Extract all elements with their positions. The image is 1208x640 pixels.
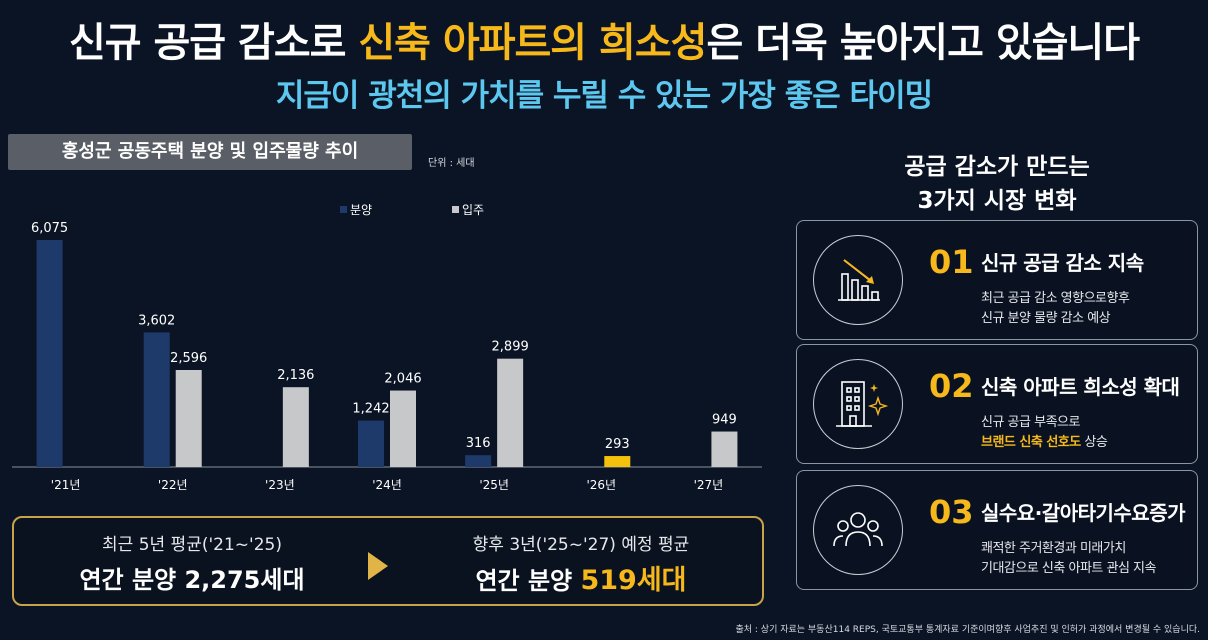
summary-right-sub: 향후 3년('25~'27) 예정 평균 [472, 535, 690, 555]
card-demand-increase: 03 실수요·갈아타기수요증가 쾌적한 주거환경과 미래가치 기대감으로 신축 … [796, 470, 1198, 590]
bar-분양-1 [143, 332, 170, 467]
card2-desc-highlight: 브랜드 신축 선호도 [981, 435, 1081, 450]
bar-분양-3 [358, 420, 384, 467]
card1-desc-line2: 신규 분양 물량 감소 예상 [981, 311, 1111, 326]
unit-label: 단위 : 세대 [428, 158, 475, 169]
bar-chart: 분양 입주 6,075 '21년 3,602 2,596 '22년 2,136 '23년 1,24… [12, 203, 762, 492]
card1-title: 신규 공급 감소 지속 [981, 251, 1144, 275]
headline-part1: 신규 공급 감소로 [68, 20, 359, 66]
card2-number: 02 [929, 367, 974, 405]
headline-highlight: 신축 아파트의 희소성 [358, 20, 707, 66]
value-label-분양-3: 1,242 [352, 402, 389, 417]
bar-분양-0 [36, 240, 63, 467]
x-tick-label-0: '21년 [51, 478, 81, 492]
legend-swatch-2 [452, 206, 459, 213]
card3-icon-circle [813, 485, 903, 575]
headline-part2: 은 더욱 높아지고 있습니다 [706, 20, 1140, 66]
value-label-입주-6: 949 [712, 413, 737, 428]
subheadline: 지금이 광천의 가치를 누릴 수 있는 가장 좋은 타이밍 [275, 78, 933, 114]
card3-title: 실수요·갈아타기수요증가 [981, 501, 1186, 525]
summary-box: 최근 5년 평균('21~'25) 연간 분양 2,275세대 향후 3년('2… [12, 516, 764, 606]
x-tick-label-3: '24년 [372, 478, 402, 492]
card1-desc: 최근 공급 감소 영향으로향후 신규 분양 물량 감소 예상 [981, 289, 1130, 329]
right-panel-title: 공급 감소가 만드는 3가지 시장 변화 [792, 150, 1202, 218]
card2-desc-rest: 상승 [1080, 435, 1108, 450]
bar-입주-2 [282, 387, 309, 467]
chart-title: 홍성군 공동주택 분양 및 입주물량 추이 [8, 134, 412, 170]
legend-label-1: 분양 [350, 203, 372, 217]
card1-desc-line1: 최근 공급 감소 영향으로향후 [981, 291, 1130, 306]
card2-desc-line1: 신규 공급 부족으로 [981, 415, 1080, 430]
card-scarcity: 02 신축 아파트 희소성 확대 신규 공급 부족으로 브랜드 신축 선호도 상… [796, 344, 1198, 464]
bar-입주-5 [604, 456, 631, 467]
summary-right-main: 연간 분양 519세대 [400, 558, 762, 597]
x-tick-label-2: '23년 [265, 478, 295, 492]
x-tick-label-4: '25년 [479, 478, 509, 492]
value-label-분양-1: 3,602 [138, 313, 175, 328]
card3-desc-line1: 쾌적한 주거환경과 미래가치 [981, 541, 1126, 556]
card2-title: 신축 아파트 희소성 확대 [981, 375, 1180, 399]
bar-chart-down-icon [838, 259, 880, 301]
source-note: 출처 : 상기 자료는 부동산114 REPS, 국토교통부 통계자료 기준이며… [735, 625, 1200, 635]
value-label-입주-5: 293 [605, 437, 630, 452]
bar-분양-4 [465, 455, 492, 467]
value-label-분양-0: 6,075 [31, 221, 68, 236]
right-title-line2: 3가지 시장 변화 [917, 188, 1077, 214]
bar-입주-6 [711, 431, 738, 467]
card2-desc-line2: 브랜드 신축 선호도 상승 [981, 433, 1108, 453]
value-label-입주-3: 2,046 [384, 372, 421, 387]
bar-입주-4 [497, 358, 524, 467]
bar-입주-3 [390, 390, 416, 467]
card3-number: 03 [929, 493, 974, 531]
arrow-right-icon [368, 552, 388, 580]
people-group-icon [833, 512, 883, 547]
summary-left-sub: 최근 5년 평균('21~'25) [102, 535, 282, 555]
x-tick-label-1: '22년 [158, 478, 188, 492]
summary-right-value: 519세대 [580, 565, 687, 596]
bar-입주-1 [175, 369, 202, 467]
value-label-입주-1: 2,596 [170, 351, 207, 366]
card2-desc: 신규 공급 부족으로 브랜드 신축 선호도 상승 [981, 413, 1108, 453]
card2-icon-circle [813, 359, 903, 449]
summary-left-main: 연간 분양 2,275세대 [79, 566, 305, 594]
value-label-분양-4: 316 [466, 436, 491, 451]
card1-icon-circle [813, 235, 903, 325]
x-tick-label-6: '27년 [694, 478, 724, 492]
building-sparkle-icon [836, 381, 889, 427]
card3-desc-line2: 기대감으로 신축 아파트 관심 지속 [981, 561, 1156, 576]
card-supply-decrease: 01 신규 공급 감소 지속 최근 공급 감소 영향으로향후 신규 분양 물량 … [796, 220, 1198, 340]
value-label-입주-4: 2,899 [492, 340, 529, 355]
card1-number: 01 [929, 243, 974, 281]
value-label-입주-2: 2,136 [277, 368, 314, 383]
legend-swatch-1 [340, 206, 347, 213]
legend-label-2: 입주 [462, 203, 484, 217]
x-tick-label-5: '26년 [586, 478, 616, 492]
headline: 신규 공급 감소로 신축 아파트의 희소성은 더욱 높아지고 있습니다 [0, 10, 1208, 68]
summary-right-prefix: 연간 분양 [475, 567, 581, 595]
card3-desc: 쾌적한 주거환경과 미래가치 기대감으로 신축 아파트 관심 지속 [981, 539, 1156, 579]
right-title-line1: 공급 감소가 만드는 [904, 154, 1090, 180]
